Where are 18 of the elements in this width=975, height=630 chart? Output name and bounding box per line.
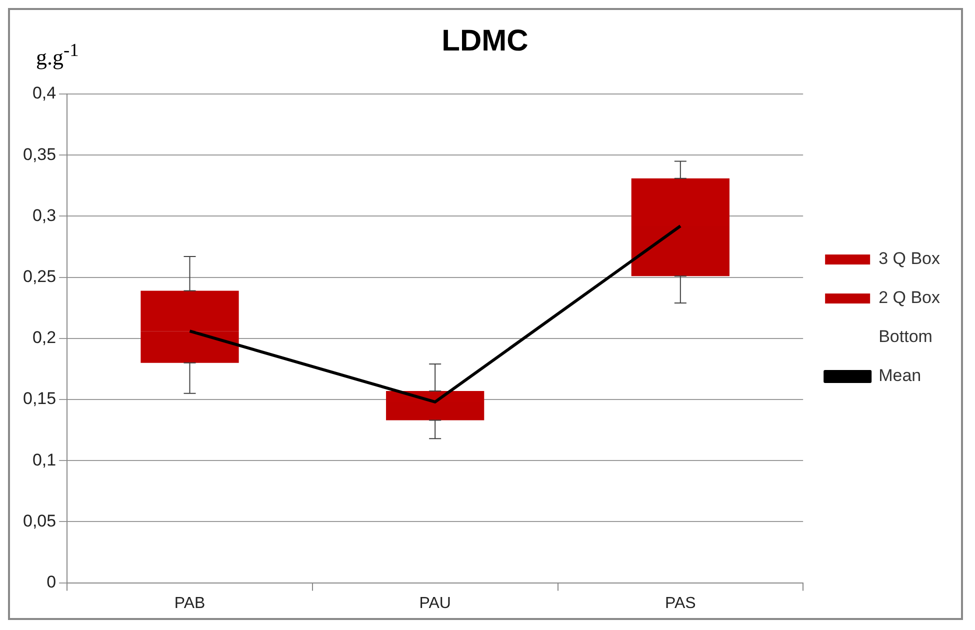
y-tick-label: 0,25 — [22, 266, 56, 286]
legend-label: 3 Q Box — [878, 249, 940, 268]
x-tick-label: PAB — [174, 594, 206, 612]
y-tick-label: 0,3 — [32, 206, 56, 225]
x-tick-label: PAS — [665, 594, 696, 612]
y-tick-label: 0,1 — [32, 450, 56, 470]
text: Bottom — [878, 327, 932, 346]
y-tick-label: 0,2 — [32, 328, 56, 348]
y-tick-label: 0,35 — [22, 144, 56, 164]
chart-title: LDMC — [442, 24, 528, 58]
y-axis-title: g.g$^{-1}$ — [36, 40, 79, 70]
x-tick-label: PAU — [419, 594, 451, 612]
y-tick-label: 0,05 — [22, 511, 56, 530]
y-tick-label: 0,4 — [32, 84, 56, 103]
legend-label: Mean — [878, 366, 922, 386]
y-tick-label: 0 — [46, 572, 56, 592]
legend-label: 2 Q Box — [878, 288, 940, 308]
y-tick-label: 0,15 — [22, 389, 56, 408]
